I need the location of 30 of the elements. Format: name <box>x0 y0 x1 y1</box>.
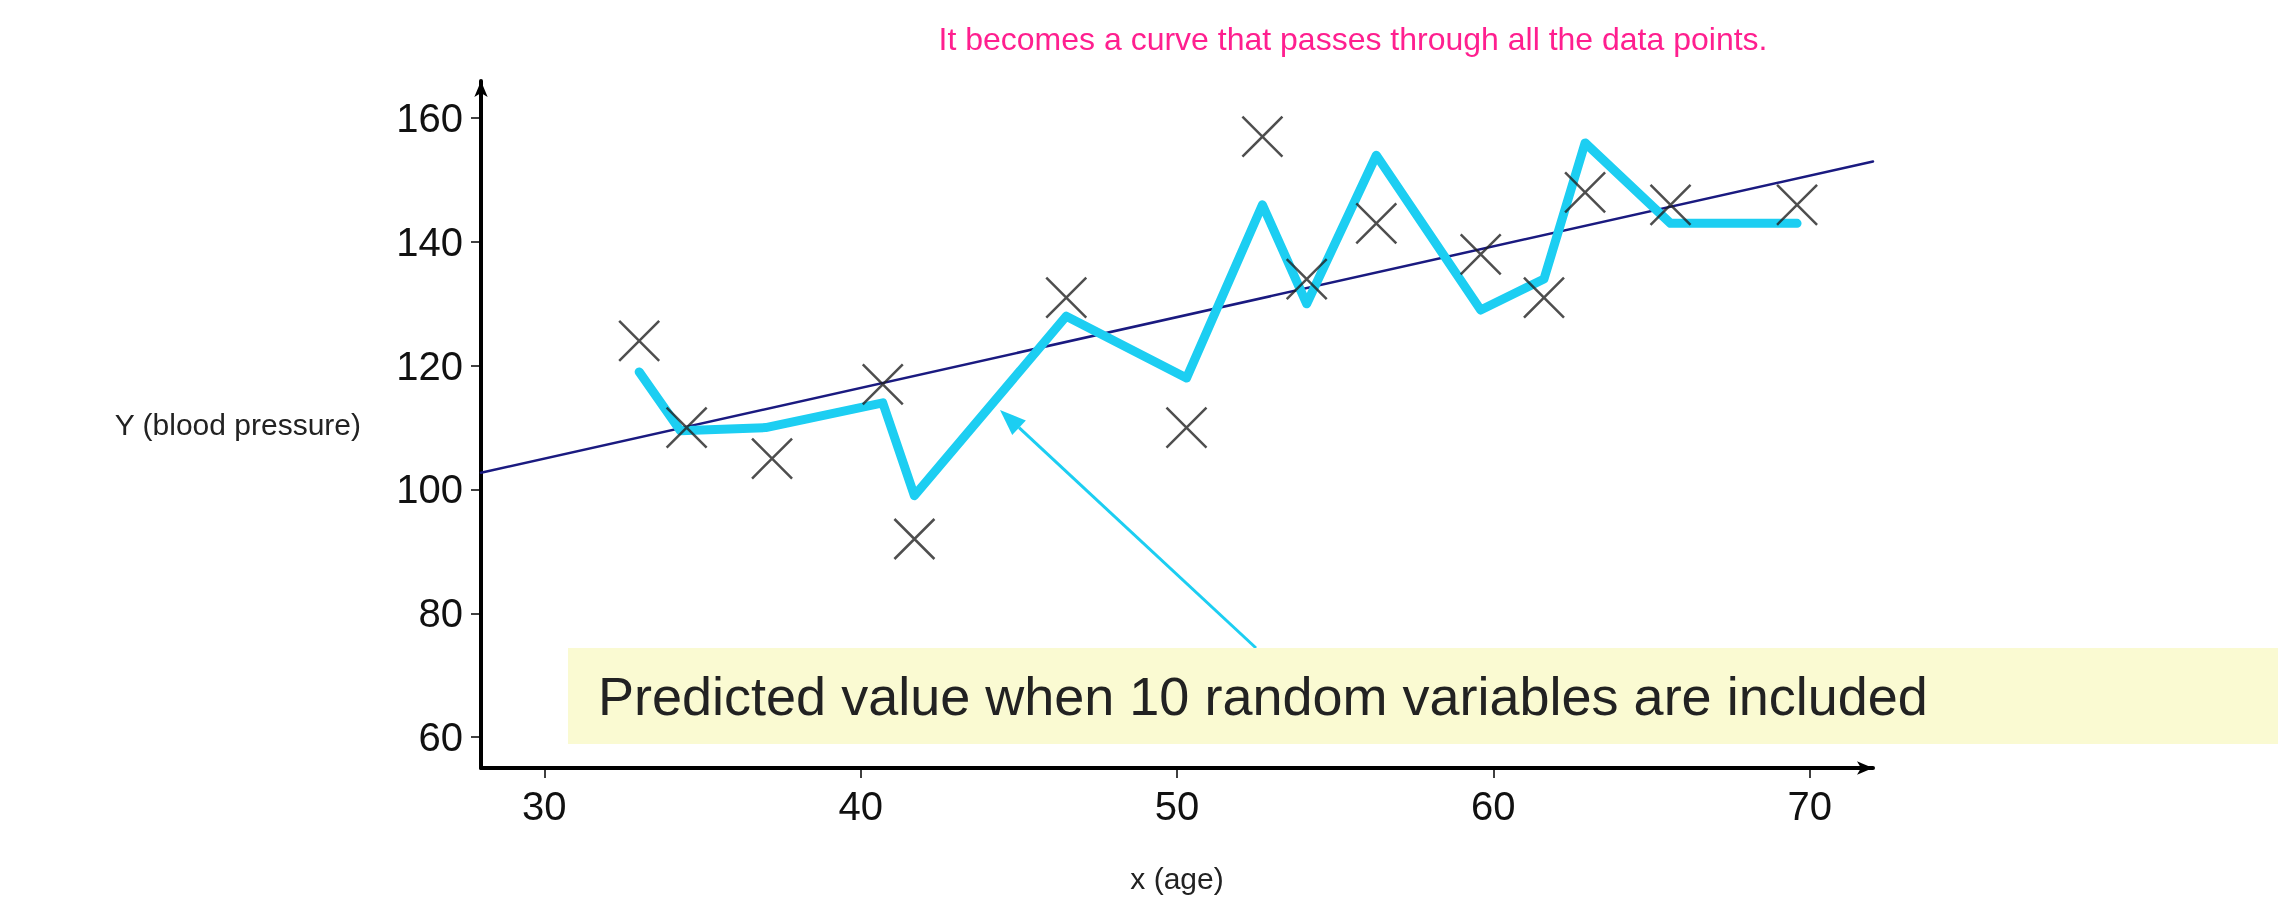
point <box>1649 183 1692 227</box>
x-tick-label: 60 <box>1471 784 1516 828</box>
point <box>1459 233 1502 276</box>
y-tick-label: 160 <box>396 96 463 141</box>
point <box>617 319 661 363</box>
x-tick-label: 50 <box>1154 784 1200 828</box>
point <box>1522 276 1566 319</box>
point <box>1165 406 1208 449</box>
point <box>1775 183 1819 227</box>
chart-title: It becomes a curve that passes through all the data points. <box>938 21 1768 57</box>
note-box: Predicted value when 10 random variables are included <box>568 648 2278 744</box>
x-axis-title: x (age) <box>1130 861 1224 895</box>
x-tick-label: 40 <box>838 784 883 828</box>
y-tick-label: 140 <box>396 219 463 264</box>
x-tick-label: 70 <box>1787 784 1832 828</box>
point <box>1045 276 1088 319</box>
point <box>1563 171 1607 214</box>
y-tick-label: 60 <box>418 715 463 760</box>
y-tick-label: 80 <box>418 591 463 636</box>
point <box>861 363 905 406</box>
y-tick-label: 100 <box>396 467 463 512</box>
point <box>750 437 794 480</box>
x-tick-label: 30 <box>522 784 567 828</box>
point <box>1285 257 1328 301</box>
point <box>1241 115 1284 158</box>
point <box>665 406 708 449</box>
point <box>1355 202 1398 245</box>
point <box>893 517 936 561</box>
y-tick-label: 120 <box>396 343 463 388</box>
y-axis-title: Y (blood pressure) <box>114 408 361 441</box>
